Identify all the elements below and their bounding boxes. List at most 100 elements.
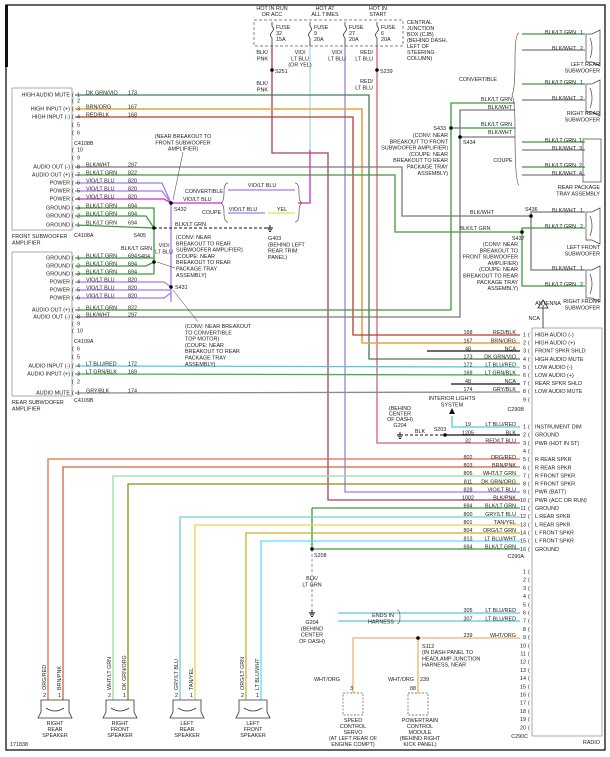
splice-label: S434 [463,140,476,146]
wire-color: BLK/LT GRN [86,269,117,275]
pin-number: 2 [77,380,80,386]
wire-label: PNK [257,87,268,93]
wire-color: LT BLU/WHT [484,536,516,542]
speaker-name: FRONT [111,727,130,733]
hot-at-all-times-label: ALL TIMES [311,12,339,18]
pin-number: 1 [77,391,80,397]
fuse-label: FUSE [349,25,364,31]
wire-label: WHT/ORG [314,677,340,683]
wire-color: BLK/LT GRN [86,203,117,209]
pin-bracket: ( [528,578,530,584]
splice-s431 [169,285,173,289]
pin-bracket: ( [72,364,74,370]
wire-label: VIO/ [295,50,306,56]
pin-number: 20 [520,725,526,731]
pin-number: 13 [520,522,526,528]
location-note: ASSEMBLY) [185,362,216,368]
wire-color: BLK/LT GRN [545,80,576,86]
pin-function: L FRONT SPKR [535,530,574,536]
circuit-number: 169 [464,371,473,377]
pin-bracket: ( [528,725,530,731]
location-note: BREAKOUT TO [480,248,518,254]
frame-marker [5,5,8,67]
splice-label: S203 [434,427,447,433]
wire-color: BLK/WHT [552,208,577,214]
hot-at-all-times-label: HOT AT [316,6,336,12]
ground-g403-icon [267,225,273,232]
speaker-name: RIGHT [112,721,129,727]
radio-box [531,327,603,737]
circuit-number: 694 [464,504,473,510]
pin-bracket: ( [528,594,530,600]
pin-function: L REAR SPKR [535,514,571,520]
cjb-label: JUNCTION [407,26,434,32]
pin-bracket: ( [528,498,530,504]
circuit-number: 822 [128,305,137,311]
wire-color: BLK/LT GRN [545,224,576,230]
wire-color: ORG/LT GRN [240,657,246,690]
pin-number: 1 [580,266,583,272]
pin-number: 6 [523,465,526,471]
pin-bracket: ( [72,173,74,179]
pin-number: 4 [523,449,526,455]
antenna-nca-label: NCA [529,316,541,322]
component-name: LEFT REAR [570,62,600,68]
ground-label: G204 [305,620,318,626]
pin-function: HIGH INPUT (-) [32,115,70,121]
pin-function: HIGH AUDIO (+) [535,341,575,347]
pin-function: LOW AUDIO (+) [535,373,574,379]
circuit-number: 694 [464,544,473,550]
harness-label: ENDS IN [372,613,394,619]
pin-bracket: ( [528,570,530,576]
wire-color: BLK/WHT [86,312,111,318]
location-note: HARNESS, NEAR [422,663,466,669]
wires [47,33,585,700]
pin-number: 1 [77,93,80,99]
antenna-label: ANTENNA [535,301,561,307]
pin-number: 2 [77,264,80,270]
wire-label: VIO/ [332,50,343,56]
pin-number: 10 [520,498,526,504]
wire-label: BLK/ [256,50,268,56]
component-name: FRONT SUBWOOFER [12,234,67,240]
pin-function: INSTRUMENT DIM [535,425,582,431]
cjb-label: STEERING [407,50,435,56]
wire [74,365,521,368]
wire [47,458,520,700]
component-name: (AT LEFT REAR OF [329,736,378,742]
pin-bracket: ( [528,373,530,379]
wire-color: GRY/LT BLU [485,512,516,518]
wire-color: VIO/LT BLU [86,293,115,299]
splice-label: S431 [175,285,188,291]
wire-label: RED/ [360,79,373,85]
pin-bracket: ( [72,165,74,171]
fuse-icon [375,22,379,46]
splice-s404 [152,260,156,264]
fuse-rating: 20A [314,37,324,43]
connector-label: C290A [508,554,525,560]
wire-color: WHT/ORG [490,633,516,639]
connector-label: C4108B [74,141,94,147]
pin-number: 4 [77,364,80,370]
wire-label: BLK/LT GRN [460,226,491,232]
option-label: COUPE [493,158,513,164]
location-note: (CONV: NEAR [413,133,448,139]
pin-function: HIGH INPUT (+) [31,107,70,113]
ground-label: CENTER [301,633,323,639]
pin-bracket: ( [528,547,530,553]
circuit-number: 694 [128,211,137,217]
front-subwoofer-amplifier [11,87,73,231]
wire-color: DK GRN/VIO [86,90,118,96]
wire [75,292,172,299]
pin-function: PWR (ACC OR RUN) [535,498,587,504]
wire [521,232,585,287]
wire-color: WHT/LT GRN [107,657,113,690]
circuit-number: 167 [464,338,473,344]
pin-function: POWER [50,197,70,203]
pin-number: 1 [77,256,80,262]
component-name: LEFT FRONT [567,245,601,251]
pin-function: AUDIO OUT (-) [33,315,70,321]
pin-bracket: ( [72,280,74,286]
cjb-label: CENTRAL [407,20,432,26]
wire-label: BLK/ [306,576,318,582]
